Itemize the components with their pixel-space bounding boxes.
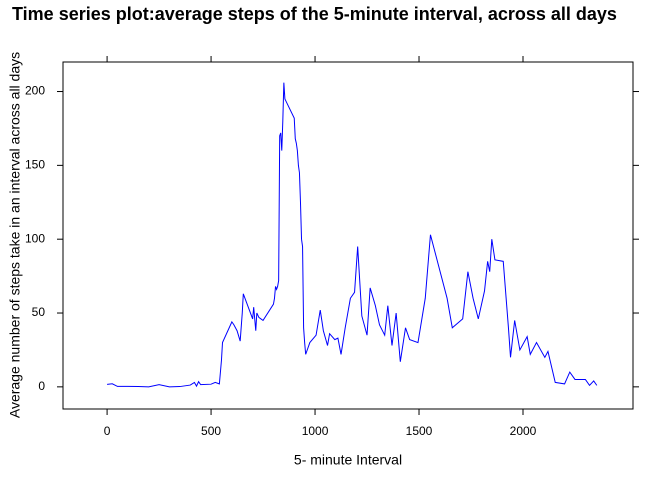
x-axis-label: 5- minute Interval [294,452,402,468]
y-tick-label: 100 [25,231,45,245]
y-tick-label: 50 [32,305,46,319]
plot-frame [62,61,634,410]
chart-title: Time series plot:average steps of the 5-… [12,4,617,24]
y-tick-label: 150 [25,158,45,172]
x-tick-label: 2000 [510,424,537,438]
y-tick-label: 0 [38,379,45,393]
y-tick-label: 200 [25,84,45,98]
x-tick-label: 0 [104,424,111,438]
x-tick-label: 1000 [302,424,329,438]
x-tick-label: 1500 [406,424,433,438]
x-tick-label: 500 [201,424,221,438]
y-axis-label: Average number of steps take in an inter… [7,52,23,418]
data-line [107,82,598,388]
